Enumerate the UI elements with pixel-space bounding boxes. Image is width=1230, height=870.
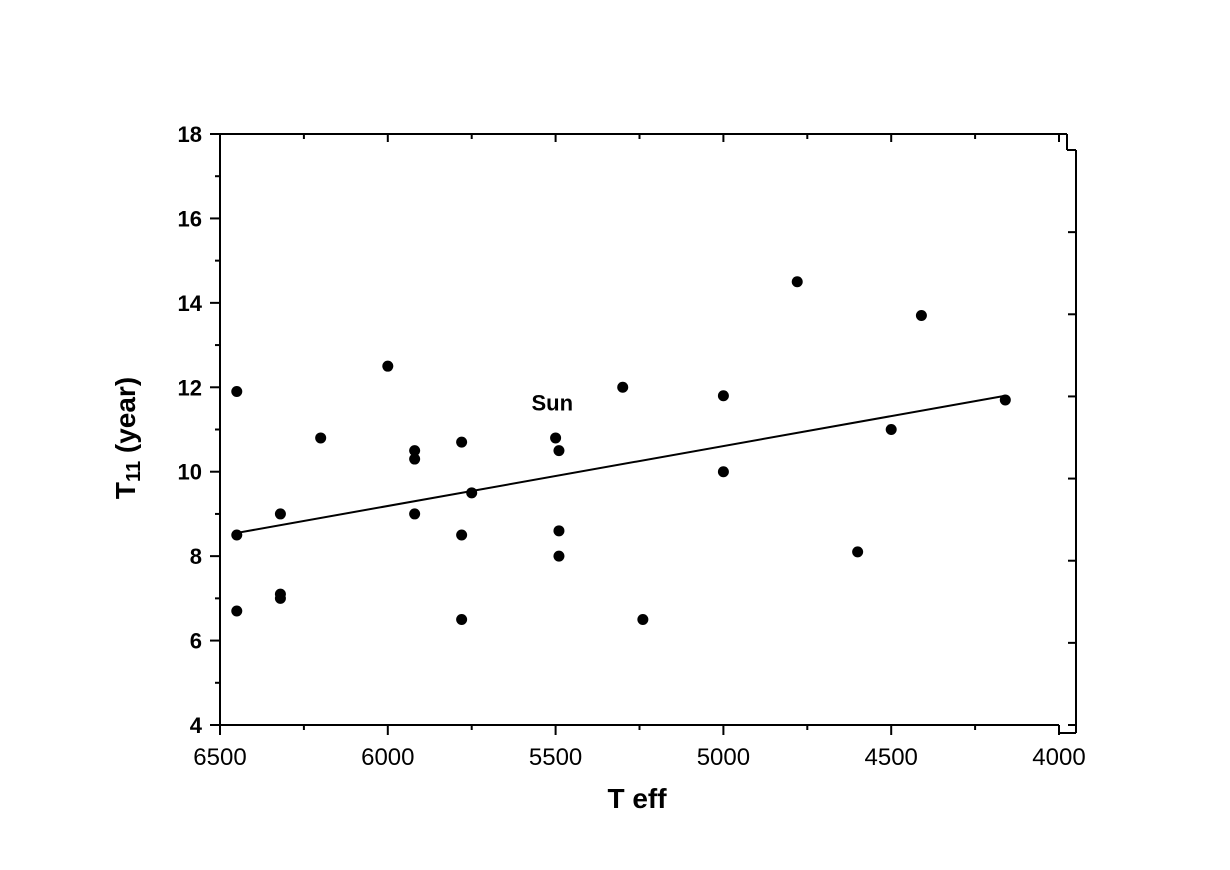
data-point bbox=[791, 276, 803, 288]
data-point bbox=[456, 529, 468, 541]
data-point bbox=[553, 525, 565, 537]
x-tick-label: 6500 bbox=[193, 744, 246, 771]
y-axis-title-main: T bbox=[110, 482, 141, 499]
data-point bbox=[409, 453, 421, 465]
x-tick-label: 5500 bbox=[529, 744, 582, 771]
annotations: Sun bbox=[531, 391, 573, 416]
y-tick-label: 14 bbox=[178, 291, 203, 316]
data-point bbox=[553, 445, 565, 457]
data-point bbox=[231, 605, 243, 617]
sun-annotation: Sun bbox=[531, 391, 573, 416]
y-tick-label: 16 bbox=[178, 206, 202, 231]
y-tick-label: 6 bbox=[190, 629, 202, 654]
linear-fit-line bbox=[236, 394, 1006, 534]
axis-ticks bbox=[210, 133, 1076, 735]
y-tick-label: 10 bbox=[178, 460, 202, 485]
data-point bbox=[456, 436, 468, 448]
data-point bbox=[231, 386, 243, 398]
data-point bbox=[550, 432, 562, 444]
y-tick-label: 12 bbox=[178, 375, 202, 400]
x-axis-title: T eff bbox=[607, 783, 667, 814]
x-tick-label: 5000 bbox=[697, 744, 750, 771]
data-point bbox=[553, 550, 565, 562]
plot-frame bbox=[219, 133, 1077, 734]
y-axis-title: T11 (year) bbox=[110, 377, 145, 499]
data-point bbox=[999, 394, 1011, 406]
data-point bbox=[885, 424, 897, 435]
data-point bbox=[456, 613, 468, 625]
data-point bbox=[617, 381, 629, 393]
y-tick-label: 4 bbox=[190, 713, 203, 738]
data-point bbox=[274, 508, 286, 520]
data-point bbox=[409, 445, 421, 457]
data-point bbox=[466, 487, 478, 499]
data-point bbox=[637, 613, 649, 625]
fit-line-group bbox=[236, 394, 1006, 534]
data-point bbox=[852, 546, 864, 558]
data-point bbox=[915, 310, 927, 322]
data-point bbox=[274, 592, 286, 604]
data-points bbox=[231, 276, 1011, 625]
x-tick-label: 6000 bbox=[361, 744, 414, 771]
data-point bbox=[717, 466, 729, 478]
y-tick-label: 18 bbox=[178, 122, 202, 147]
data-point bbox=[409, 508, 421, 520]
tick-labels: 4 6 8 10 12 14 16 18 6500 6000 5500 5000 4500 4000 bbox=[178, 122, 1086, 771]
y-axis-title-unit: (year) bbox=[110, 377, 141, 461]
data-point bbox=[315, 432, 327, 444]
data-point bbox=[231, 529, 243, 541]
x-tick-label: 4000 bbox=[1032, 744, 1085, 771]
y-axis-title-subscript: 11 bbox=[123, 461, 145, 482]
y-tick-label: 8 bbox=[190, 544, 202, 569]
data-point bbox=[382, 360, 394, 372]
data-point bbox=[717, 390, 729, 402]
x-tick-label: 4500 bbox=[865, 744, 918, 771]
